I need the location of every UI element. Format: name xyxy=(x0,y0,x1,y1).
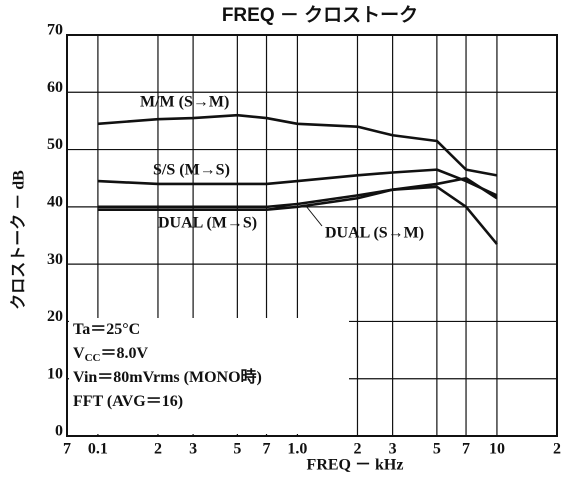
x-tick-label: 7 xyxy=(63,441,71,458)
conditions-box xyxy=(69,318,349,434)
series-line xyxy=(97,176,498,209)
series-label: DUAL (M→S) xyxy=(158,215,257,232)
condition-part: Ta＝25°C xyxy=(73,321,140,338)
y-tick-label: 20 xyxy=(47,308,63,325)
series-line xyxy=(97,185,498,245)
y-axis-label: クロストーク － dB xyxy=(10,170,28,310)
y-tick-label: 70 xyxy=(47,22,63,39)
x-tick-label: 10 xyxy=(489,441,505,458)
x-tick-label: 3 xyxy=(389,441,397,458)
condition-part: V xyxy=(73,345,85,362)
condition-text: Ta＝25°C xyxy=(73,321,140,338)
condition-part: ＝8.0V xyxy=(100,345,148,362)
condition-part: CC xyxy=(85,352,101,364)
x-tick-label: 7 xyxy=(462,441,470,458)
series-label: M/M (S→M) xyxy=(140,94,229,111)
y-tick-label: 10 xyxy=(47,365,63,382)
x-tick-label: 0.1 xyxy=(88,441,108,458)
series-label: DUAL (S→M) xyxy=(325,225,424,242)
x-tick-label: 2 xyxy=(154,441,162,458)
condition-part: FFT (AVG＝16) xyxy=(73,393,183,410)
leader-line xyxy=(305,205,323,227)
x-tick-label: 2 xyxy=(353,441,361,458)
condition-text: Vin＝80mVrms (MONO時) xyxy=(73,367,262,386)
y-tick-label: 0 xyxy=(55,423,63,440)
x-tick-label: 5 xyxy=(233,441,241,458)
y-tick-label: 30 xyxy=(47,251,63,268)
x-tick-label: 7 xyxy=(263,441,271,458)
y-tick-label: 50 xyxy=(47,136,63,153)
condition-text: FFT (AVG＝16) xyxy=(73,393,183,410)
series-line xyxy=(97,168,498,197)
condition-text: VCC＝8.0V xyxy=(73,345,148,364)
series-label: S/S (M→S) xyxy=(153,162,230,179)
x-axis-label: FREQ － kHz xyxy=(307,457,404,474)
y-tick-label: 40 xyxy=(47,194,63,211)
chart-title: FREQ － クロストーク xyxy=(222,4,418,26)
x-tick-label: 3 xyxy=(189,441,197,458)
x-tick-label: 5 xyxy=(433,441,441,458)
y-tick-label: 60 xyxy=(47,79,63,96)
x-tick-label: 1.0 xyxy=(287,441,307,458)
condition-part: Vin＝80mVrms (MONO時) xyxy=(73,367,262,386)
series-line xyxy=(97,113,498,177)
x-tick-label: 2 xyxy=(553,441,561,458)
plot-frame xyxy=(66,34,558,437)
